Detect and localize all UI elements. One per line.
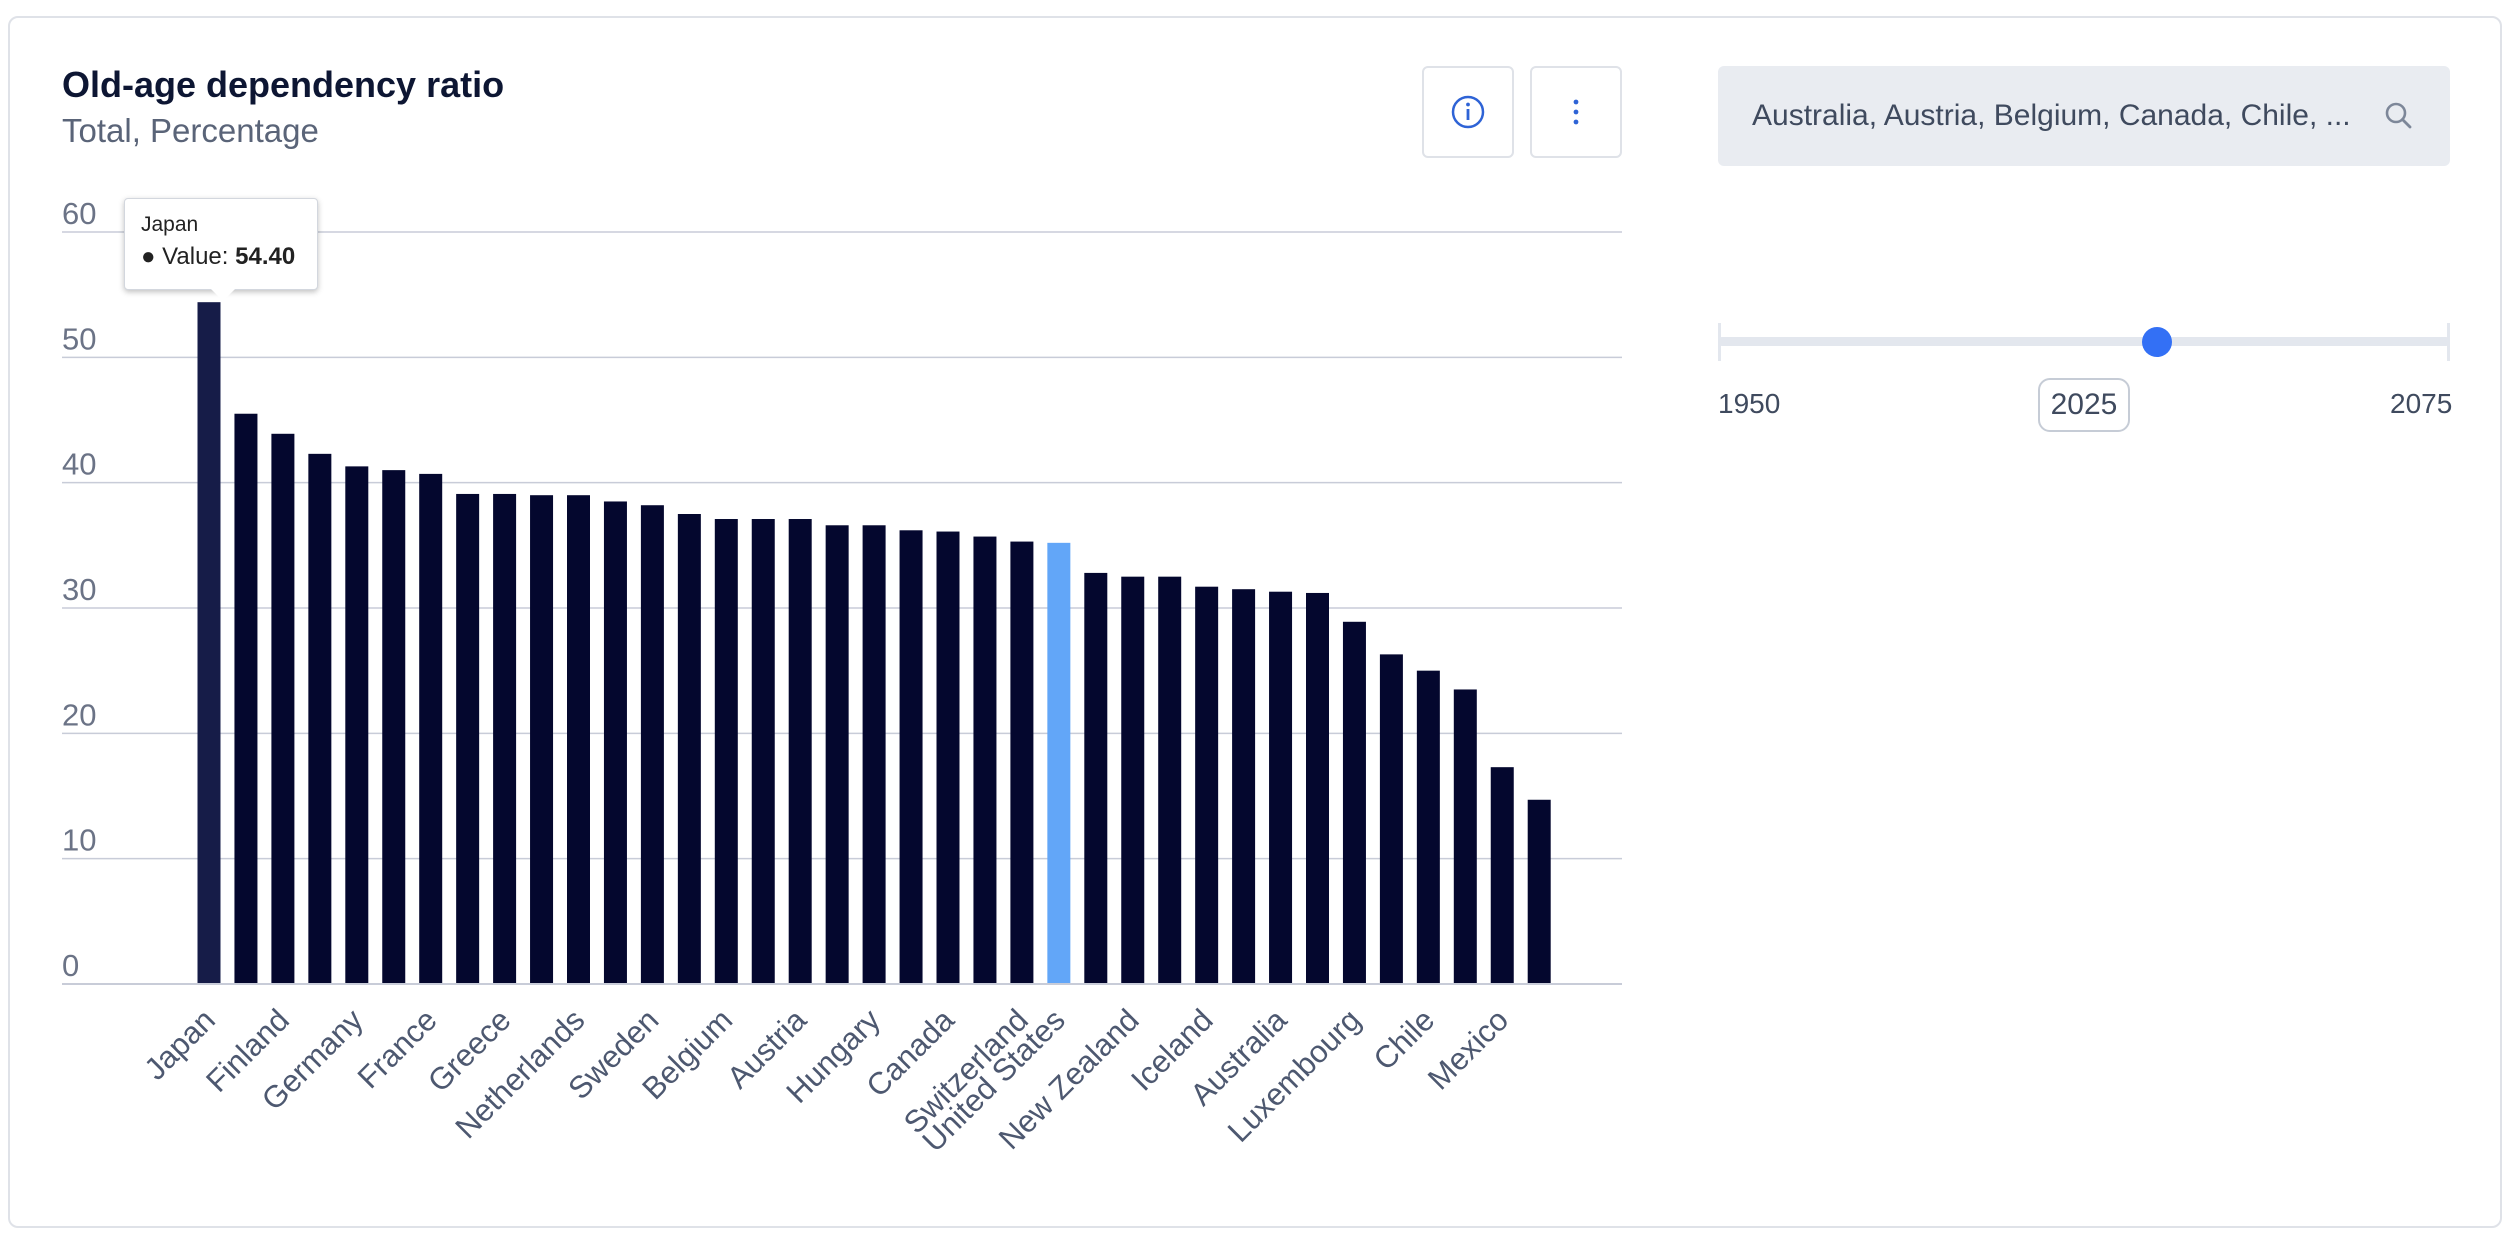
bar[interactable] <box>1047 542 1071 984</box>
search-icon[interactable] <box>2382 99 2416 133</box>
bar[interactable] <box>530 495 554 984</box>
tooltip-value-label: Value: <box>162 243 229 270</box>
bar[interactable] <box>1306 592 1329 984</box>
bar[interactable] <box>825 525 849 984</box>
chart-subtitle: Total, Percentage <box>62 112 319 149</box>
info-button[interactable] <box>1422 66 1514 158</box>
bar[interactable] <box>751 519 775 984</box>
y-tick-label: 50 <box>62 321 96 356</box>
bar[interactable] <box>1453 689 1477 984</box>
bar[interactable] <box>1379 654 1403 984</box>
y-tick-label: 0 <box>62 948 79 983</box>
bar[interactable] <box>493 493 517 984</box>
bar-chart: 0102030405060JapanFinlandGermanyFranceGr… <box>62 196 1622 1159</box>
year-slider-current-label: 2025 <box>2038 378 2130 432</box>
chart-tooltip: Japan ● Value: 54.40 <box>124 198 318 301</box>
bar[interactable] <box>1342 621 1366 984</box>
y-tick-label: 20 <box>62 697 96 732</box>
bar[interactable] <box>788 519 812 984</box>
year-slider-thumb[interactable] <box>2142 327 2173 357</box>
bar[interactable] <box>640 505 664 984</box>
bar[interactable] <box>271 433 295 985</box>
bar[interactable] <box>1010 541 1034 984</box>
bar[interactable] <box>677 514 701 984</box>
bar[interactable] <box>899 530 923 984</box>
bar[interactable] <box>1269 591 1293 984</box>
bar[interactable] <box>382 470 406 985</box>
bar[interactable] <box>714 519 738 984</box>
bar[interactable] <box>973 536 997 984</box>
year-slider-min-label: 1950 <box>1718 388 1781 419</box>
bar[interactable] <box>419 473 443 984</box>
bar[interactable] <box>345 466 369 985</box>
y-tick-label: 60 <box>62 196 96 231</box>
bar[interactable] <box>862 525 886 984</box>
more-options-button[interactable] <box>1530 66 1622 158</box>
bar[interactable] <box>567 495 590 984</box>
bar[interactable] <box>603 501 627 984</box>
y-tick-label: 10 <box>62 823 96 858</box>
bar[interactable] <box>1121 576 1145 984</box>
bar[interactable] <box>936 531 960 984</box>
bar[interactable] <box>1158 576 1182 984</box>
bar[interactable] <box>1490 767 1514 984</box>
y-tick-label: 40 <box>62 447 96 482</box>
year-slider-start-tick <box>1718 323 1721 361</box>
bar[interactable] <box>308 453 332 985</box>
bar[interactable] <box>1195 586 1219 984</box>
year-slider-max-label: 2075 <box>2390 388 2453 419</box>
country-search-input[interactable]: Australia, Austria, Belgium, Canada, Chi… <box>1718 66 2450 166</box>
bar[interactable] <box>197 302 221 985</box>
bar[interactable] <box>1232 589 1256 984</box>
y-tick-label: 30 <box>62 572 96 607</box>
chart-title: Old-age dependency ratio <box>62 64 505 105</box>
bar[interactable] <box>234 413 258 984</box>
tooltip-country: Japan <box>141 213 199 236</box>
country-search-value: Australia, Austria, Belgium, Canada, Chi… <box>1752 99 2351 132</box>
year-slider-track[interactable] <box>1718 337 2450 346</box>
info-circle-icon <box>1451 95 1485 129</box>
tooltip-value: 54.40 <box>235 243 296 270</box>
bar[interactable] <box>1084 572 1108 984</box>
bar[interactable] <box>1416 670 1440 984</box>
vertical-ellipsis-icon <box>1573 99 1579 125</box>
bar[interactable] <box>456 493 480 984</box>
tooltip-value-row: ● Value: 54.40 <box>141 243 296 270</box>
year-slider-end-tick <box>2447 323 2450 361</box>
bar[interactable] <box>1527 799 1551 984</box>
x-category-label: Mexico <box>1421 1002 1515 1096</box>
